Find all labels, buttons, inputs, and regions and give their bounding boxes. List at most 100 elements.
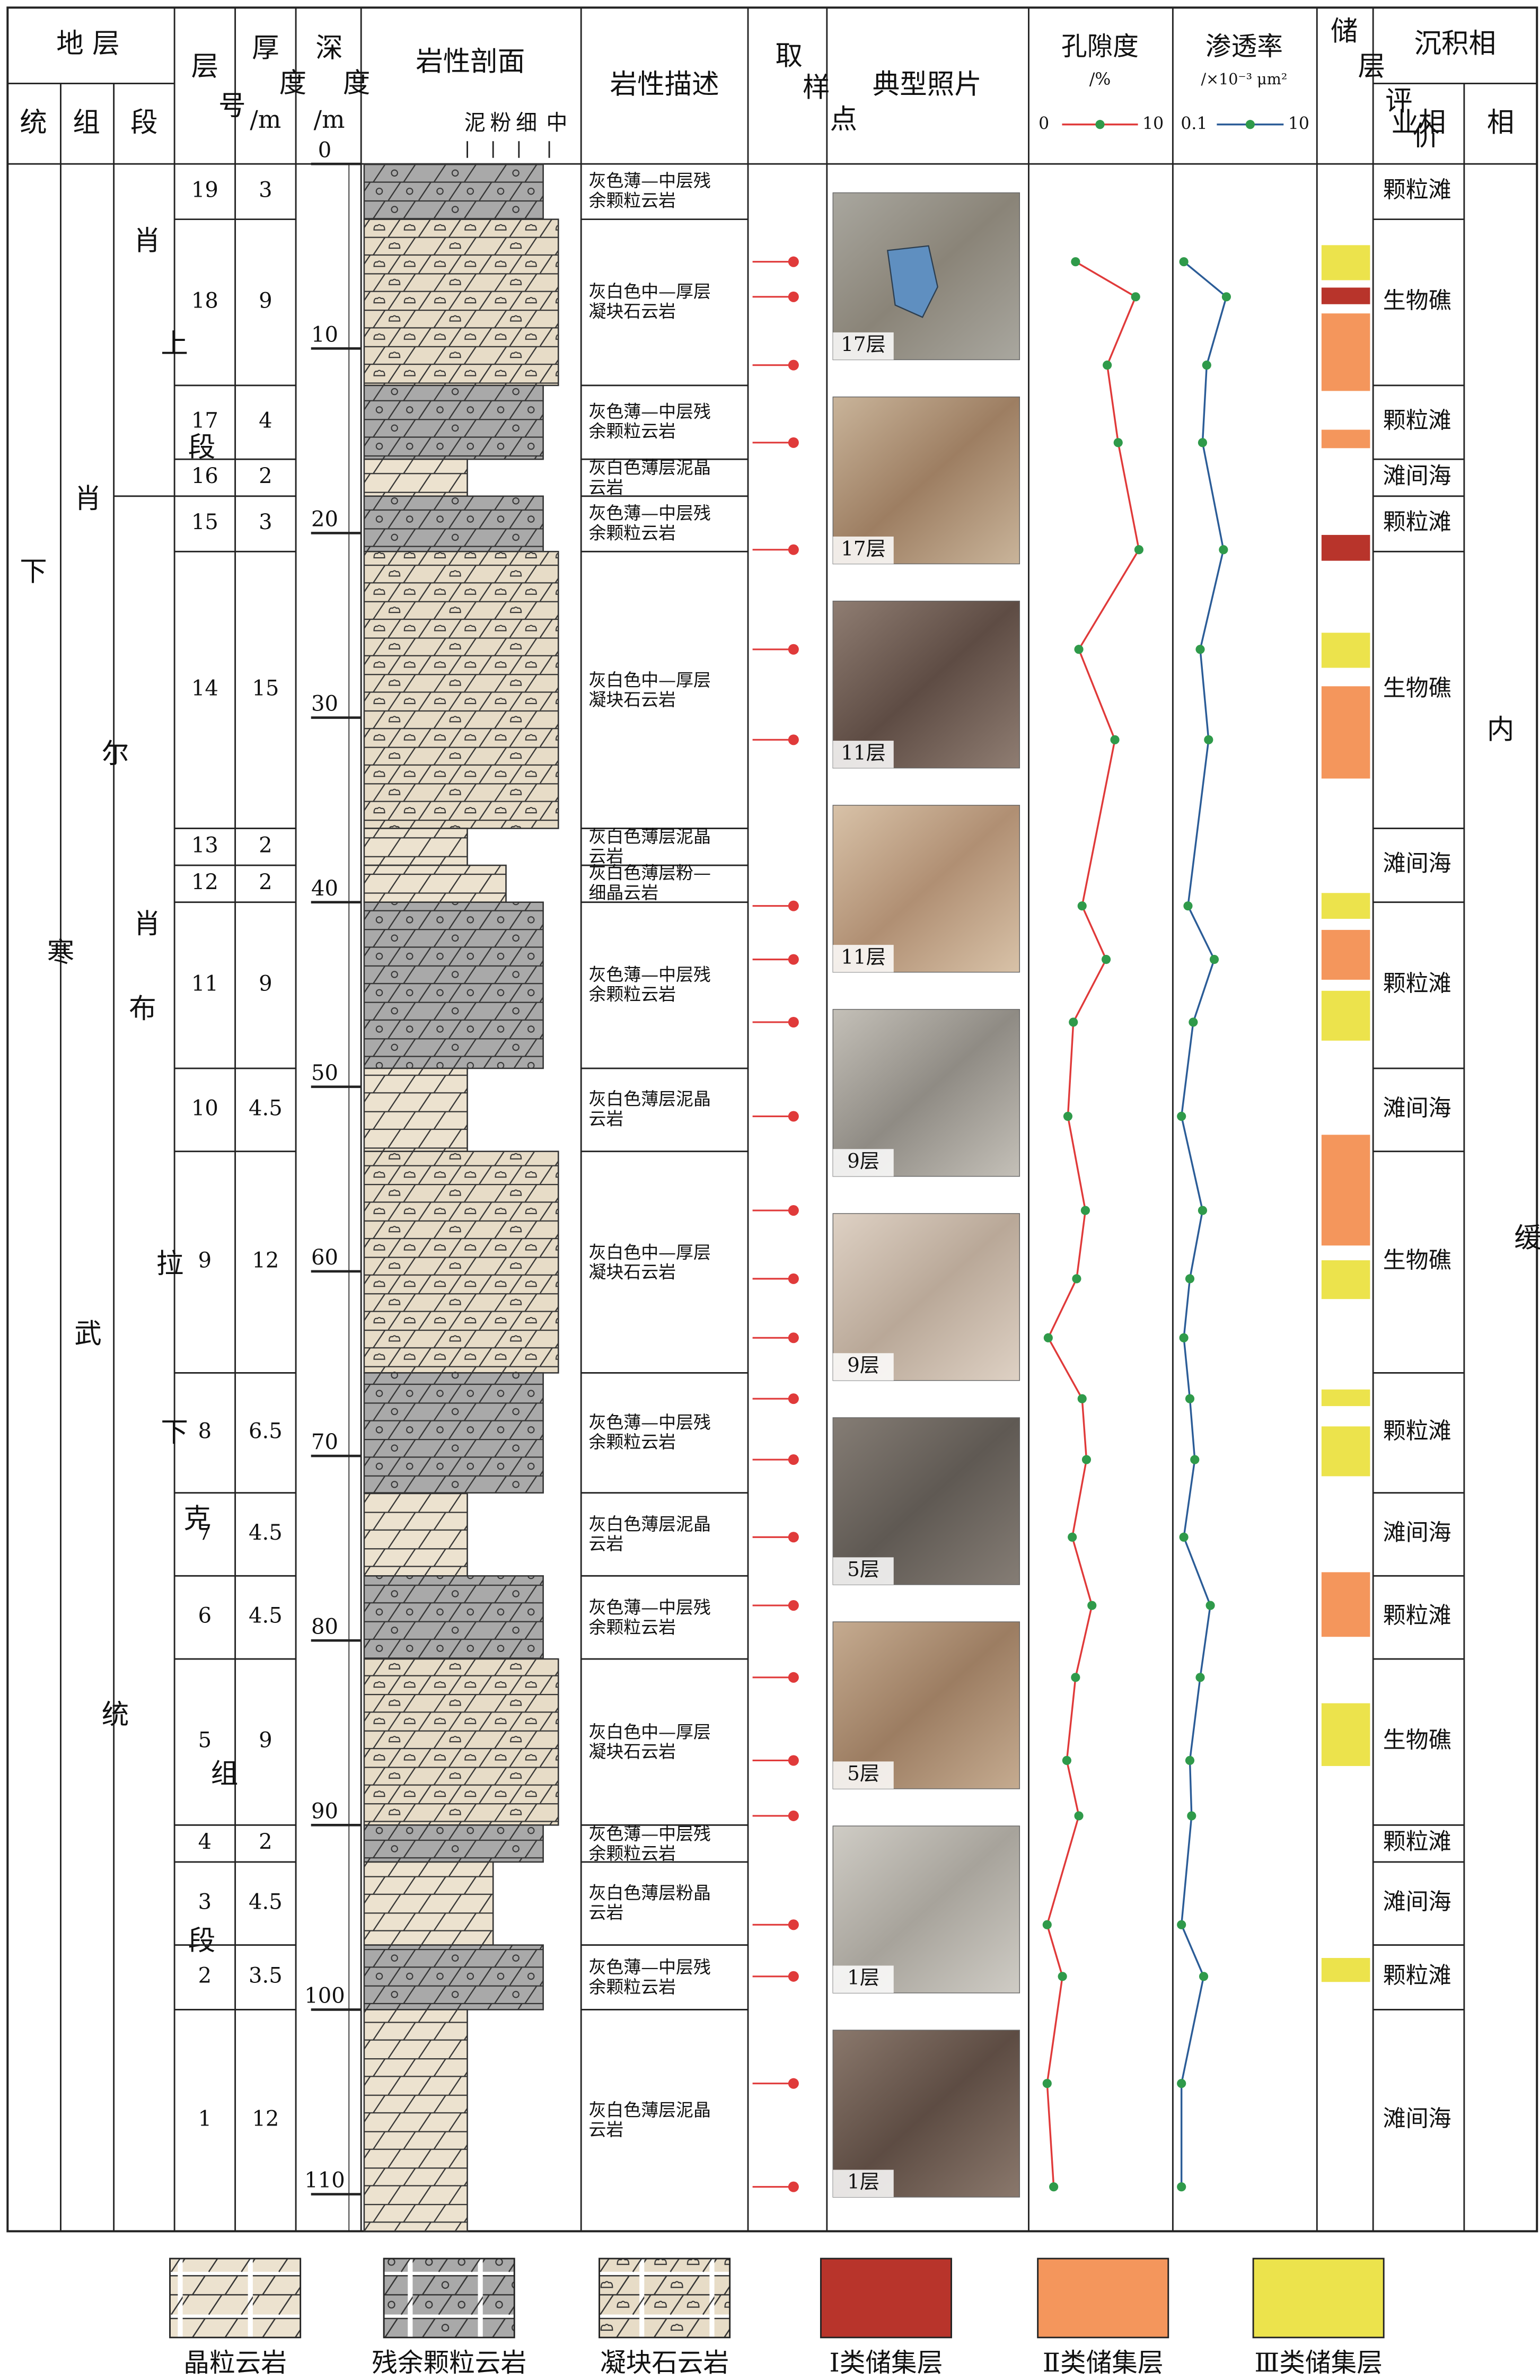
porosity-point bbox=[1063, 1111, 1073, 1121]
layer-description: 灰色薄—中层残余颗粒云岩 bbox=[588, 494, 725, 555]
permeability-point bbox=[1199, 1972, 1209, 1981]
photo-label: 17层 bbox=[841, 332, 886, 356]
photo bbox=[832, 2030, 1020, 2198]
reservoir-block bbox=[1321, 1389, 1370, 1407]
porosity-point bbox=[1071, 257, 1080, 267]
photo-label: 11层 bbox=[841, 741, 886, 764]
layer-description: 灰色薄—中层残余颗粒云岩 bbox=[588, 1402, 725, 1463]
lithology-bed bbox=[363, 864, 507, 903]
photo-label-box bbox=[833, 945, 894, 972]
legend-swatch bbox=[599, 2258, 731, 2339]
porosity-point bbox=[1101, 955, 1111, 964]
depth-tick-label: 60 bbox=[311, 1245, 338, 1270]
depth-tick-label: 90 bbox=[311, 1799, 338, 1823]
layer-description: 灰色薄—中层残余颗粒云岩 bbox=[588, 392, 725, 453]
header-label: 统 bbox=[20, 107, 47, 138]
layer-description-box: 灰白色薄层泥晶云岩 bbox=[588, 456, 711, 498]
reservoir-block bbox=[1321, 429, 1370, 449]
layer-description-text: 灰白色薄层泥晶云岩 bbox=[588, 825, 711, 867]
photo-label-box bbox=[833, 1965, 894, 1993]
porosity-point bbox=[1071, 1673, 1080, 1682]
layer-description-text: 灰白色薄层泥晶云岩 bbox=[588, 2099, 711, 2140]
photo-label: 5层 bbox=[847, 1762, 879, 1785]
lithology-bed bbox=[363, 2009, 468, 2232]
porosity-point bbox=[1103, 361, 1112, 370]
porosity-point bbox=[1042, 2079, 1052, 2088]
header-label: 业相 bbox=[1392, 107, 1446, 138]
photo-label-box bbox=[833, 537, 894, 564]
sample-point bbox=[788, 359, 799, 371]
layer-description-box: 灰白色中—厚层凝块石云岩 bbox=[588, 282, 710, 321]
porosity-point bbox=[1131, 292, 1140, 302]
layer-number: 16 bbox=[191, 464, 218, 488]
header-label: 典型照片 bbox=[873, 69, 982, 101]
porosity-point bbox=[1068, 1532, 1077, 1542]
layer-description-box: 灰白色中—厚层凝块石云岩 bbox=[588, 1242, 710, 1281]
permeability-point bbox=[1179, 257, 1189, 267]
subfacies-name: 生物礁 bbox=[1383, 675, 1451, 701]
permeability-tick-label: 10 bbox=[1288, 114, 1309, 133]
sample-point bbox=[788, 1393, 799, 1404]
lithology-bed bbox=[363, 218, 559, 387]
reservoir-block bbox=[1321, 1426, 1370, 1477]
lithology-bed bbox=[363, 1658, 559, 1826]
layer-description: 灰白色薄层泥晶云岩 bbox=[588, 1504, 725, 1565]
layer-description-box: 灰色薄—中层残余颗粒云岩 bbox=[588, 965, 710, 1004]
sample-point bbox=[788, 256, 799, 267]
header-label: 沉积相 bbox=[1414, 28, 1496, 59]
subfacies-name: 颗粒滩 bbox=[1383, 509, 1451, 535]
photo bbox=[832, 1213, 1020, 1381]
subfacies-name: 颗粒滩 bbox=[1383, 177, 1451, 203]
header-label: 岩性描述 bbox=[610, 69, 719, 101]
permeability-point bbox=[1185, 1274, 1195, 1284]
legend-label: 晶粒云岩 bbox=[183, 2348, 287, 2378]
layer-description-box: 灰白色薄层泥晶云岩 bbox=[588, 2099, 711, 2140]
photo bbox=[832, 1621, 1020, 1789]
permeability-point bbox=[1177, 1111, 1186, 1121]
photo-label-box bbox=[833, 1557, 894, 1585]
sample-point bbox=[788, 1755, 799, 1766]
sample-point bbox=[788, 1810, 799, 1821]
layer-thickness: 2 bbox=[259, 464, 272, 488]
porosity-point bbox=[1074, 645, 1084, 654]
permeability-point bbox=[1195, 1673, 1205, 1682]
reservoir-block bbox=[1321, 287, 1370, 304]
header-label: 段 bbox=[130, 107, 158, 138]
lithology-bed bbox=[363, 901, 544, 1069]
sample-point bbox=[788, 1600, 799, 1611]
layer-thickness: 9 bbox=[259, 971, 272, 996]
reservoir-block bbox=[1321, 245, 1370, 280]
legend-label: 残余颗粒云岩 bbox=[372, 2348, 526, 2378]
lithology-bed bbox=[363, 1861, 494, 1946]
layer-number: 8 bbox=[198, 1419, 212, 1444]
frame bbox=[6, 6, 1538, 2233]
layer-thickness: 4.5 bbox=[249, 1521, 283, 1545]
layer-description-box: 灰色薄—中层残余颗粒云岩 bbox=[588, 1957, 710, 1996]
layer-number: 7 bbox=[198, 1521, 212, 1545]
lithology-bed bbox=[363, 1151, 559, 1374]
depth-tick-label: 110 bbox=[304, 2168, 345, 2193]
layer-description-text: 灰白色薄层泥晶云岩 bbox=[588, 456, 711, 498]
layer-description: 灰色薄—中层残余颗粒云岩 bbox=[588, 1813, 725, 1874]
layer-thickness: 4.5 bbox=[249, 1604, 283, 1628]
header-label: 孔隙度 bbox=[1061, 32, 1139, 62]
permeability-point bbox=[1198, 438, 1208, 447]
sample-point bbox=[788, 1971, 799, 1982]
reservoir-block bbox=[1321, 534, 1370, 561]
permeability-point bbox=[1189, 1017, 1198, 1027]
porosity-point bbox=[1110, 735, 1120, 744]
layer-number: 9 bbox=[198, 1249, 212, 1273]
header-label: 组 bbox=[73, 107, 100, 138]
layer-description-text: 灰色薄—中层残余颗粒云岩 bbox=[588, 1822, 711, 1864]
photo-label-box bbox=[833, 1149, 894, 1176]
depth-tick-label: 100 bbox=[304, 1984, 345, 2008]
sample-point bbox=[788, 1919, 799, 1930]
photo-label-box bbox=[833, 332, 894, 360]
lithology-bed bbox=[363, 828, 468, 866]
depth-tick-label: 30 bbox=[311, 692, 338, 716]
porosity-point bbox=[1042, 1920, 1052, 1929]
permeability-point bbox=[1198, 1206, 1208, 1215]
sample-point bbox=[788, 1111, 799, 1122]
